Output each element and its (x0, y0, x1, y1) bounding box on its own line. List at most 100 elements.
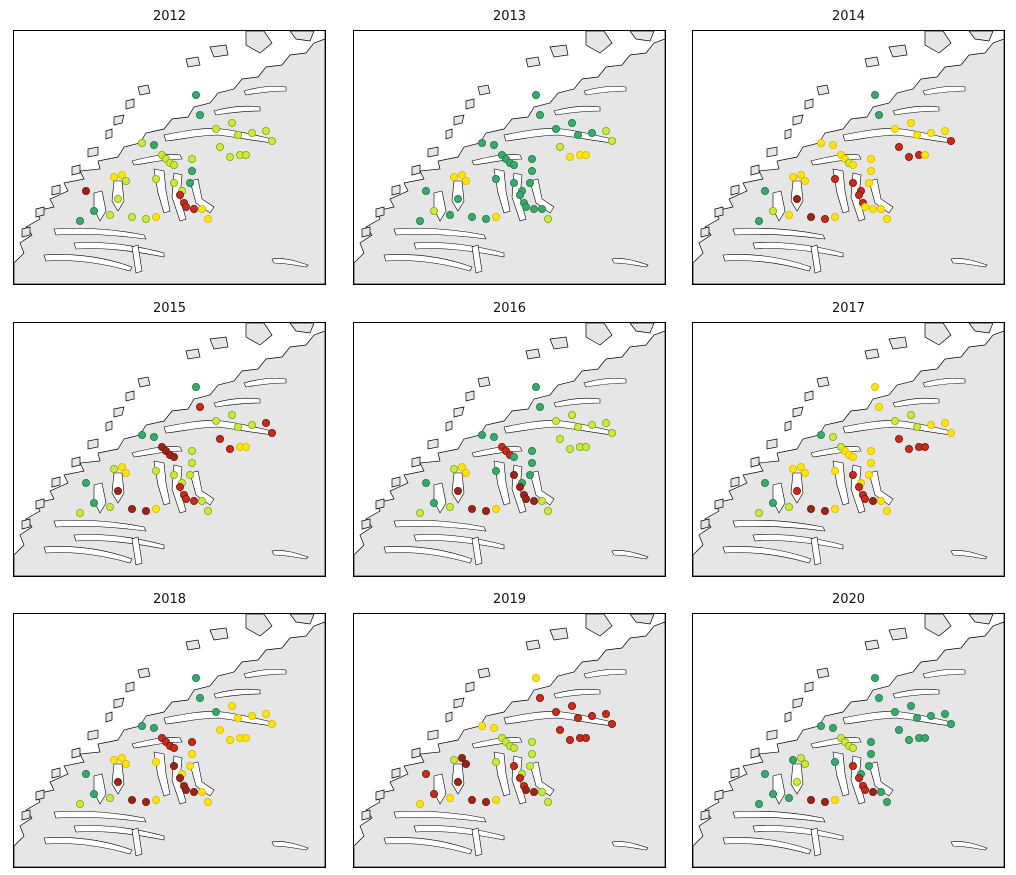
fjord (732, 227, 826, 240)
island (453, 114, 465, 126)
station-marker (462, 759, 471, 768)
station-marker (149, 724, 158, 733)
station-marker (537, 496, 546, 505)
island (391, 767, 401, 779)
station-marker (189, 496, 198, 505)
station-marker (565, 153, 574, 162)
fjord (583, 668, 627, 679)
station-marker (267, 429, 276, 438)
island (700, 226, 710, 238)
station-marker (122, 176, 131, 185)
station-marker (543, 506, 552, 515)
station-marker (211, 708, 220, 717)
coastline-map (14, 31, 325, 284)
station-marker (567, 411, 576, 420)
station-marker (82, 478, 91, 487)
island (71, 164, 81, 176)
island (209, 627, 229, 641)
island (766, 146, 778, 158)
station-marker (567, 702, 576, 711)
station-marker (187, 749, 196, 758)
station-marker (797, 170, 806, 179)
station-marker (197, 204, 206, 213)
island (968, 323, 994, 334)
station-marker (904, 153, 913, 162)
station-marker (531, 91, 540, 100)
island (51, 184, 61, 196)
station-marker (491, 174, 500, 183)
island (477, 84, 491, 96)
station-marker (551, 417, 560, 426)
station-marker (527, 738, 536, 747)
station-marker (416, 799, 425, 808)
island (465, 681, 475, 693)
station-marker (458, 462, 467, 471)
station-marker (521, 202, 530, 211)
island (766, 729, 778, 741)
station-marker (187, 738, 196, 747)
station-marker (151, 795, 160, 804)
island (185, 56, 201, 68)
fjord (722, 254, 812, 272)
station-marker (785, 502, 794, 511)
station-marker (151, 466, 160, 475)
map-panel: 2015 (13, 300, 326, 582)
station-marker (555, 435, 564, 444)
station-marker (874, 111, 883, 120)
station-marker (175, 190, 184, 199)
station-marker (169, 452, 178, 461)
station-marker (946, 137, 955, 146)
island (766, 438, 778, 450)
station-marker (894, 726, 903, 735)
station-marker (789, 755, 798, 764)
fjord (271, 258, 309, 268)
station-marker (458, 170, 467, 179)
station-marker (573, 423, 582, 432)
fjord (73, 825, 165, 841)
station-marker (261, 419, 270, 428)
station-marker (607, 429, 616, 438)
map-panel: 2020 (692, 591, 1005, 873)
station-marker (527, 447, 536, 456)
fjord (611, 550, 649, 560)
station-marker (128, 504, 137, 513)
station-marker (446, 502, 455, 511)
station-marker (866, 447, 875, 456)
station-marker (525, 761, 534, 770)
station-marker (527, 166, 536, 175)
station-marker (567, 119, 576, 128)
station-marker (527, 155, 536, 164)
station-marker (509, 160, 518, 169)
station-marker (454, 194, 463, 203)
fjord (529, 178, 555, 214)
station-marker (529, 204, 538, 213)
station-marker (110, 755, 119, 764)
station-marker (848, 743, 857, 752)
station-marker (868, 787, 877, 796)
island (714, 498, 724, 510)
station-marker (882, 214, 891, 223)
station-marker (141, 506, 150, 515)
island (51, 767, 61, 779)
station-marker (181, 785, 190, 794)
station-marker (211, 417, 220, 426)
fjord (213, 397, 261, 408)
island (864, 348, 880, 360)
island (209, 44, 229, 58)
station-marker (828, 724, 837, 733)
island (35, 789, 45, 801)
island (21, 809, 31, 821)
fjord (892, 397, 940, 408)
station-marker (587, 712, 596, 721)
fjord (922, 668, 966, 679)
station-marker (187, 458, 196, 467)
station-marker (904, 736, 913, 745)
fjord (529, 761, 555, 797)
island (804, 390, 814, 402)
station-marker (491, 757, 500, 766)
island (445, 128, 453, 140)
fjord (950, 550, 988, 560)
fjord (722, 546, 812, 564)
station-marker (848, 178, 857, 187)
map-panel: 2019 (353, 591, 666, 873)
